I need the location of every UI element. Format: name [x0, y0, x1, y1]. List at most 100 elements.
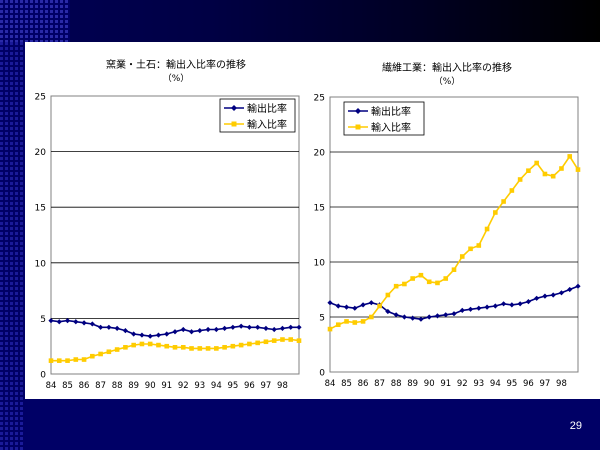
textile-x-tick-label: 87 — [374, 379, 385, 389]
textile-import-point — [575, 167, 581, 172]
textile-export-point — [459, 307, 465, 313]
ceramics-x-tick-label: 85 — [62, 381, 73, 391]
textile-import-point — [468, 246, 473, 252]
textile-x-axis: 84 85 86 87 88 89 90 91 92 93 94 95 96 97 98 — [325, 379, 567, 389]
textile-x-tick-label: 84 — [325, 379, 336, 389]
ceramics-export-point — [288, 324, 294, 330]
ceramics-import-point — [197, 346, 203, 351]
textile-import-point — [559, 166, 564, 171]
ceramics-import-point — [147, 341, 153, 347]
ceramics-export-point — [64, 318, 71, 324]
ceramics-export-point — [106, 324, 112, 330]
ceramics-import-point — [263, 339, 269, 345]
textile-import-point — [369, 314, 374, 320]
textile-export-point — [558, 290, 565, 296]
textile-import-point — [451, 267, 457, 272]
textile-legend-import-label: 輸入比率 — [371, 121, 411, 134]
textile-legend-export-marker — [355, 108, 361, 114]
textile-import-point — [352, 320, 358, 325]
ceramics-legend-import-label: 輸入比率 — [247, 118, 287, 131]
ceramics-export-point — [139, 332, 145, 338]
ceramics-export-point — [263, 325, 269, 332]
ceramics-y-tick-label: 25 — [35, 93, 46, 103]
ceramics-export-point — [205, 326, 211, 333]
textile-legend: 輸出比率 輸入比率 — [343, 101, 425, 136]
ceramics-x-tick-label: 89 — [128, 381, 139, 391]
textile-legend-import-marker — [355, 124, 361, 130]
ceramics-x-axis: 84 85 86 87 88 89 90 91 92 93 94 95 96 97 98 — [46, 381, 288, 391]
textile-import-point — [484, 226, 490, 232]
ceramics-export-point — [255, 324, 261, 330]
ceramics-y-tick-label: 15 — [35, 204, 46, 214]
textile-import-point — [344, 319, 349, 324]
textile-chart-subtitle: （%） — [434, 76, 461, 87]
ceramics-export-point — [155, 332, 162, 338]
textile-legend-export-label: 輸出比率 — [371, 105, 411, 118]
ceramics-export-point — [131, 331, 137, 337]
textile-import-point — [526, 168, 531, 173]
page-number: 29 — [569, 420, 582, 432]
textile-export-point — [501, 301, 507, 307]
slide-header-band — [0, 0, 600, 42]
textile-import-point — [377, 303, 382, 309]
textile-export-point — [443, 312, 449, 318]
ceramics-import-point — [280, 337, 285, 342]
ceramics-import-point — [180, 345, 186, 350]
ceramics-import-point — [214, 346, 219, 351]
textile-import-point — [459, 254, 465, 259]
textile-x-tick-label: 97 — [540, 379, 551, 389]
ceramics-import-point — [123, 345, 128, 350]
textile-export-point — [426, 314, 432, 320]
textile-y-tick-label: 5 — [319, 314, 325, 324]
textile-x-tick-label: 96 — [523, 379, 534, 389]
textile-x-tick-label: 86 — [358, 379, 369, 389]
textile-import-point — [360, 319, 366, 324]
textile-import-point — [493, 210, 498, 215]
textile-import-point — [393, 283, 399, 289]
textile-y-tick-label: 15 — [314, 204, 325, 214]
textile-x-tick-label: 91 — [440, 379, 451, 389]
textile-export-point — [368, 300, 374, 306]
textile-plot-area — [329, 96, 579, 373]
textile-y-tick-label: 10 — [314, 259, 326, 269]
ceramics-gridlines — [51, 151, 299, 319]
textile-x-tick-label: 93 — [473, 379, 484, 389]
ceramics-x-tick-label: 84 — [46, 381, 57, 391]
textile-import-point — [426, 279, 432, 285]
ceramics-export-point — [180, 326, 186, 333]
textile-export-point — [509, 302, 515, 308]
textile-export-point — [492, 303, 498, 309]
ceramics-export-point — [271, 326, 277, 333]
ceramics-import-point — [131, 342, 136, 348]
textile-export-point — [343, 304, 350, 310]
ceramics-x-tick-label: 98 — [277, 381, 288, 391]
ceramics-series — [48, 318, 302, 363]
textile-x-tick-label: 85 — [341, 379, 352, 389]
textile-export-point — [434, 313, 441, 319]
ceramics-legend-export-marker — [231, 105, 237, 111]
textile-export-point — [327, 300, 333, 306]
textile-import-point — [476, 243, 482, 248]
ceramics-legend: 輸出比率 輸入比率 — [219, 98, 296, 133]
textile-export-point — [352, 305, 358, 311]
ceramics-export-point — [147, 333, 153, 339]
textile-import-point — [517, 177, 523, 182]
textile-x-tick-label: 98 — [556, 379, 567, 389]
slide-left-pattern — [0, 42, 25, 450]
textile-import-point — [567, 154, 573, 159]
ceramics-y-tick-label: 5 — [40, 315, 46, 325]
textile-x-tick-label: 92 — [457, 379, 468, 389]
ceramics-import-point — [288, 337, 294, 342]
textile-gridlines — [330, 151, 578, 318]
textile-export-point — [484, 304, 490, 310]
ceramics-export-point — [172, 329, 178, 335]
textile-export-point — [575, 283, 581, 289]
ceramics-import-point — [156, 342, 161, 348]
ceramics-export-point — [188, 329, 195, 335]
textile-export-point — [335, 303, 341, 309]
textile-y-tick-label: 20 — [314, 149, 326, 159]
ceramics-y-axis: 0 5 10 15 20 25 — [35, 93, 47, 381]
textile-export-point — [418, 316, 424, 322]
ceramics-export-point — [56, 319, 62, 325]
textile-import-point — [509, 188, 515, 193]
